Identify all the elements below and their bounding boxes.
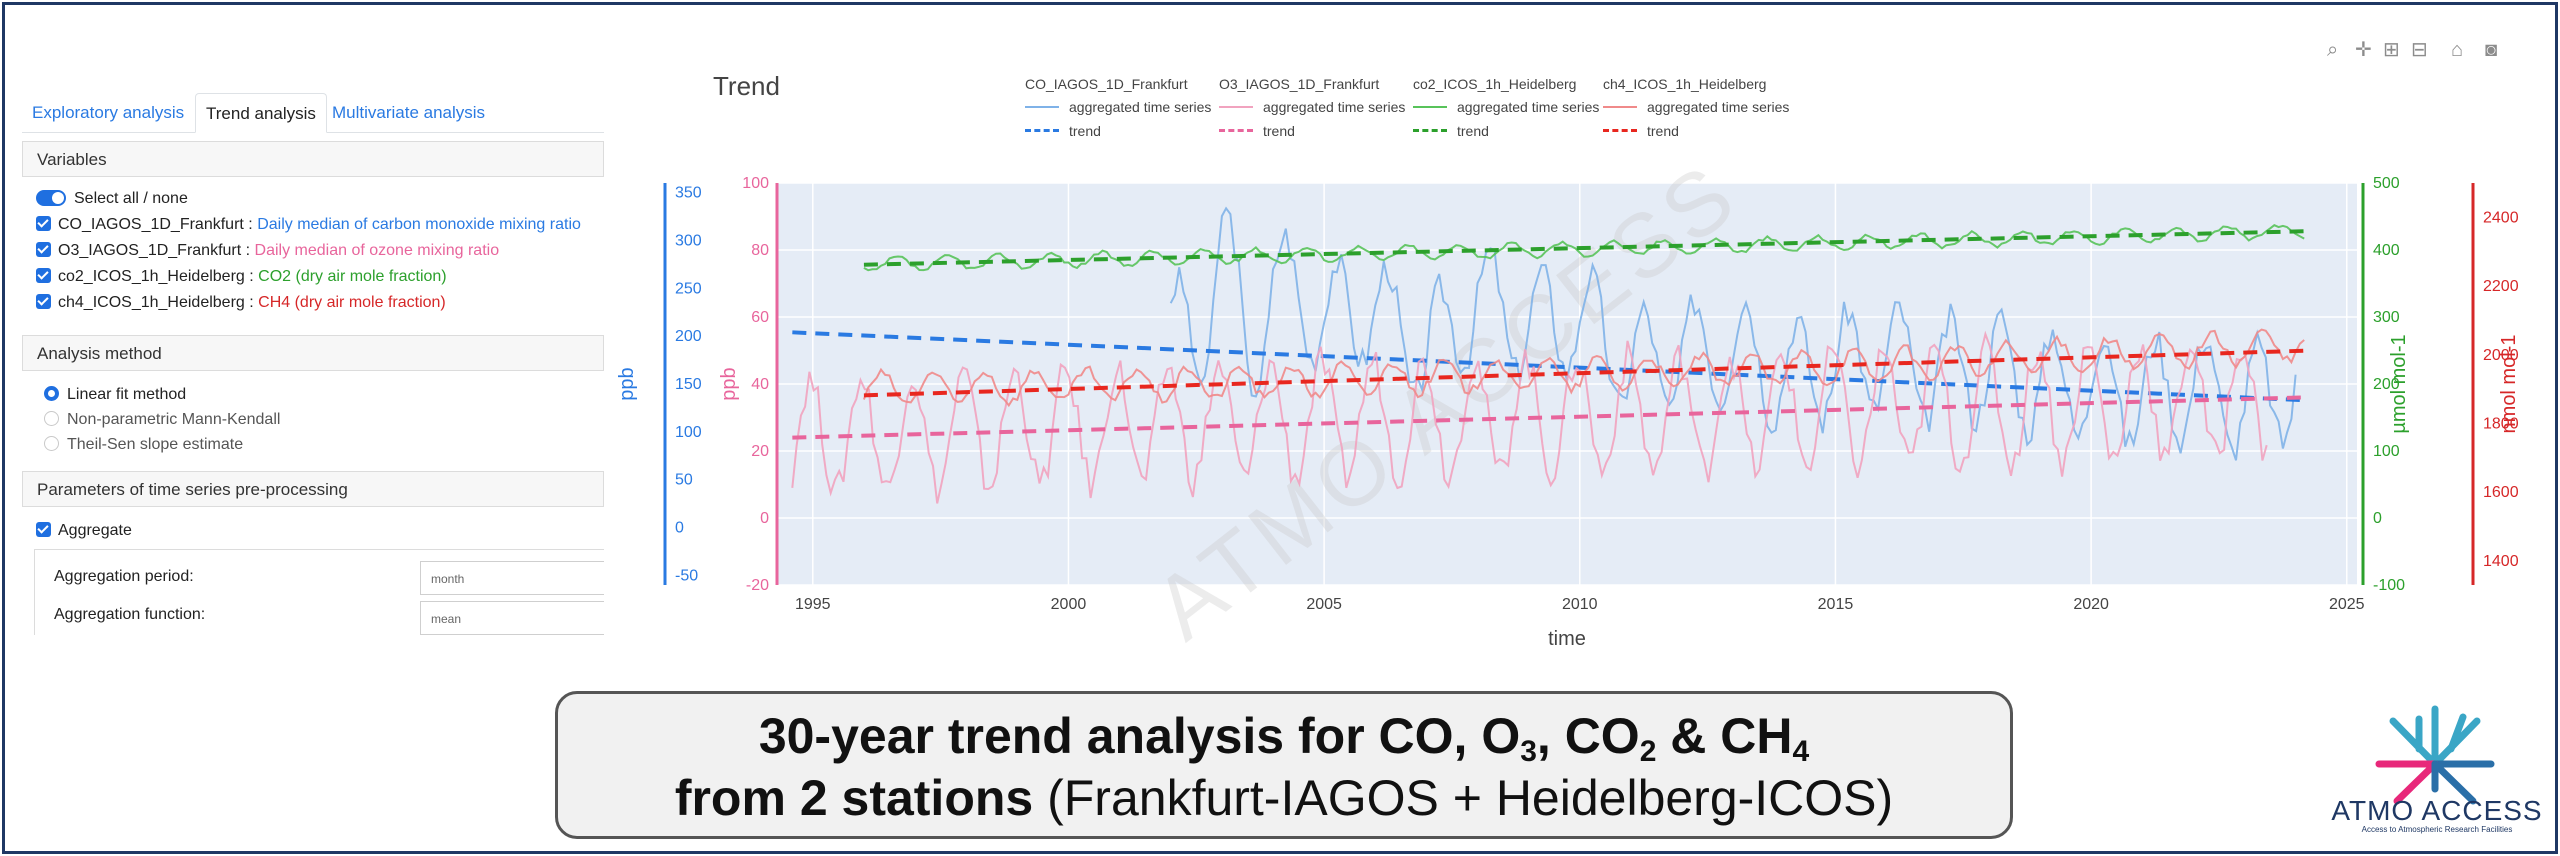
y-tick-label-ppb_left: 250: [675, 280, 702, 297]
y-tick-label-umol: 0: [2373, 510, 2382, 527]
aggregation-function-label: Aggregation function:: [54, 606, 206, 623]
legend-group-co2[interactable]: co2_ICOS_1h_Heidelberg aggregated time s…: [1413, 76, 1600, 139]
camera-icon[interactable]: ◙: [2485, 39, 2498, 61]
caption-box: 30-year trend analysis for CO, O3, CO2 &…: [555, 691, 2013, 839]
atmo-access-logo-icon: [2375, 705, 2495, 805]
series-line-2: [863, 224, 2305, 272]
y-tick-label-umol: 200: [2373, 376, 2400, 393]
aggregation-period-label: Aggregation period:: [54, 568, 194, 585]
y-tick-label-ppb_right: 80: [751, 242, 769, 259]
variables-header: Variables: [22, 141, 604, 177]
tab-bar: Exploratory analysis Trend analysis Mult…: [22, 93, 604, 133]
logo-name: ATMO ACCESS: [2331, 795, 2543, 826]
checkbox-icon[interactable]: [36, 268, 51, 283]
checkbox-icon[interactable]: [36, 294, 51, 309]
y-tick-label-umol: 300: [2373, 309, 2400, 326]
legend-group-co[interactable]: CO_IAGOS_1D_Frankfurt aggregated time se…: [1025, 76, 1212, 139]
y-tick-label-ppb_right: 0: [760, 510, 769, 527]
x-tick-label: 2010: [1562, 596, 1598, 613]
y-tick-label-ppb_left: 200: [675, 328, 702, 345]
tab-exploratory-analysis[interactable]: Exploratory analysis: [32, 103, 185, 122]
zoom-out-icon[interactable]: ⊟: [2411, 39, 2428, 61]
x-tick-label: 2025: [2329, 596, 2365, 613]
y-tick-label-ppb_left: 300: [675, 232, 702, 249]
y-tick-label-ppb_left: 0: [675, 520, 684, 537]
analysis-method-header: Analysis method: [22, 335, 604, 371]
preprocessing-header: Parameters of time series pre-processing: [22, 471, 604, 507]
aggregation-options-box: [34, 549, 604, 635]
y-tick-label-ppb_right: -20: [746, 577, 769, 594]
y-tick-label-nmol: 1400: [2483, 553, 2519, 570]
series-line-0: [1169, 206, 2297, 461]
y-tick-label-ppb_left: 150: [675, 376, 702, 393]
y-tick-label-umol: 400: [2373, 242, 2400, 259]
y-axis-label-ppb_right: ppb: [718, 367, 740, 400]
y-tick-label-ppb_left: -50: [675, 567, 698, 584]
y-tick-label-ppb_right: 60: [751, 309, 769, 326]
trend-line-2: [863, 229, 2306, 267]
radio-icon[interactable]: [44, 411, 59, 426]
variable-checkbox-o3[interactable]: O3_IAGOS_1D_Frankfurt : Daily median of …: [36, 239, 499, 263]
x-tick-label: 2020: [2073, 596, 2109, 613]
y-tick-label-nmol: 1800: [2483, 416, 2519, 433]
y-tick-label-nmol: 1600: [2483, 484, 2519, 501]
y-tick-label-ppb_left: 350: [675, 185, 702, 202]
radio-linear-fit[interactable]: Linear fit method: [44, 383, 186, 407]
caption-line-2: from 2 stations (Frankfurt-IAGOS + Heide…: [674, 770, 1894, 826]
y-tick-label-ppb_left: 100: [675, 424, 702, 441]
tab-multivariate-analysis[interactable]: Multivariate analysis: [332, 103, 486, 122]
x-tick-label: 1995: [795, 596, 831, 613]
checkbox-icon[interactable]: [36, 522, 51, 537]
y-tick-label-ppb_right: 20: [751, 443, 769, 460]
trend-line-3: [863, 348, 2306, 398]
logo-tagline: Access to Atmospheric Research Facilitie…: [2361, 825, 2513, 834]
variable-checkbox-co2[interactable]: co2_ICOS_1h_Heidelberg : CO2 (dry air mo…: [36, 265, 447, 289]
select-all-toggle-row[interactable]: Select all / none: [36, 187, 188, 211]
aggregation-function-select[interactable]: mean: [420, 601, 604, 635]
variable-checkbox-ch4[interactable]: ch4_ICOS_1h_Heidelberg : CH4 (dry air mo…: [36, 291, 446, 315]
checkbox-icon[interactable]: [36, 242, 51, 257]
y-axis-label-umol: µmol mol-1: [2388, 334, 2410, 433]
y-tick-label-nmol: 2200: [2483, 278, 2519, 295]
radio-mann-kendall[interactable]: Non-parametric Mann-Kendall: [44, 408, 280, 432]
y-tick-label-ppb_right: 100: [742, 175, 769, 192]
x-axis-label: time: [1548, 628, 1586, 650]
variable-checkbox-co[interactable]: CO_IAGOS_1D_Frankfurt : Daily median of …: [36, 213, 581, 237]
aggregation-period-select[interactable]: month: [420, 561, 604, 595]
x-tick-label: 2000: [1051, 596, 1087, 613]
radio-icon[interactable]: [44, 436, 59, 451]
legend-group-o3[interactable]: O3_IAGOS_1D_Frankfurt aggregated time se…: [1219, 76, 1406, 139]
select-all-toggle[interactable]: [36, 190, 66, 206]
checkbox-icon[interactable]: [36, 216, 51, 231]
y-tick-label-nmol: 2000: [2483, 347, 2519, 364]
y-tick-label-umol: 100: [2373, 443, 2400, 460]
home-icon[interactable]: ⌂: [2451, 39, 2464, 61]
series-line-1: [791, 330, 2268, 504]
radio-theil-sen[interactable]: Theil-Sen slope estimate: [44, 433, 243, 457]
plot-title: Trend: [713, 71, 780, 101]
y-tick-label-umol: -100: [2373, 577, 2405, 594]
legend-group-ch4[interactable]: ch4_ICOS_1h_Heidelberg aggregated time s…: [1603, 76, 1790, 139]
y-tick-label-nmol: 2400: [2483, 209, 2519, 226]
y-tick-label-ppb_right: 40: [751, 376, 769, 393]
zoom-icon[interactable]: ⌕: [2327, 39, 2339, 61]
select-all-label: Select all / none: [74, 190, 188, 207]
pan-icon[interactable]: ✛: [2355, 39, 2372, 61]
zoom-in-icon[interactable]: ⊞: [2383, 39, 2400, 61]
y-axis-label-nmol: nmol mol-1: [2498, 335, 2520, 434]
tab-trend-analysis[interactable]: Trend analysis: [195, 93, 327, 133]
y-tick-label-ppb_left: 50: [675, 472, 693, 489]
x-tick-label: 2005: [1306, 596, 1342, 613]
aggregate-checkbox-row[interactable]: Aggregate: [36, 519, 132, 543]
x-tick-label: 2015: [1818, 596, 1854, 613]
y-tick-label-umol: 500: [2373, 175, 2400, 192]
control-panel: Exploratory analysis Trend analysis Mult…: [22, 87, 604, 635]
radio-selected-icon[interactable]: [44, 386, 59, 401]
y-axis-label-ppb_left: ppb: [616, 367, 638, 400]
caption-line-1: 30-year trend analysis for CO, O3, CO2 &…: [758, 708, 1810, 768]
